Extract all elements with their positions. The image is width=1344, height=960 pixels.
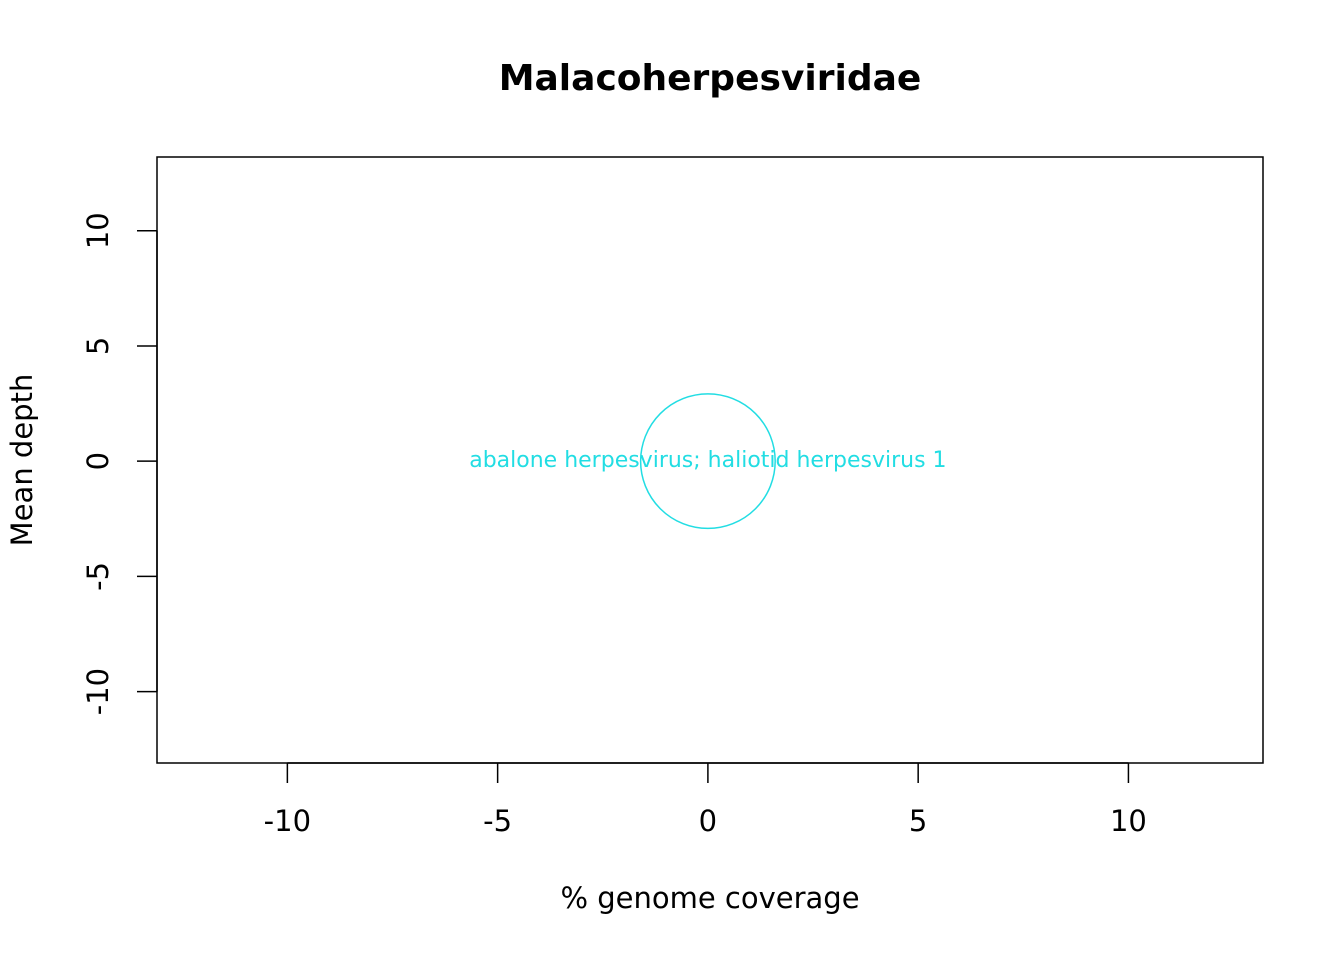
y-tick-label: -10 xyxy=(81,668,115,715)
y-tick-label: 0 xyxy=(81,452,115,470)
x-tick-label: 5 xyxy=(909,804,927,838)
x-tick-label: -5 xyxy=(483,804,512,838)
y-axis-label: Mean depth xyxy=(5,374,39,547)
x-tick-label: 0 xyxy=(699,804,717,838)
x-axis-label: % genome coverage xyxy=(560,881,859,915)
x-tick-label: 10 xyxy=(1110,804,1147,838)
x-tick-label: -10 xyxy=(264,804,311,838)
point xyxy=(639,393,776,530)
point-label: abalone herpesvirus; haliotid herpesviru… xyxy=(469,448,946,473)
chart-title: Malacoherpesviridae xyxy=(499,58,922,99)
y-tick-label: -5 xyxy=(81,562,115,591)
y-tick-label: 5 xyxy=(81,337,115,355)
y-tick-label: 10 xyxy=(81,212,115,249)
